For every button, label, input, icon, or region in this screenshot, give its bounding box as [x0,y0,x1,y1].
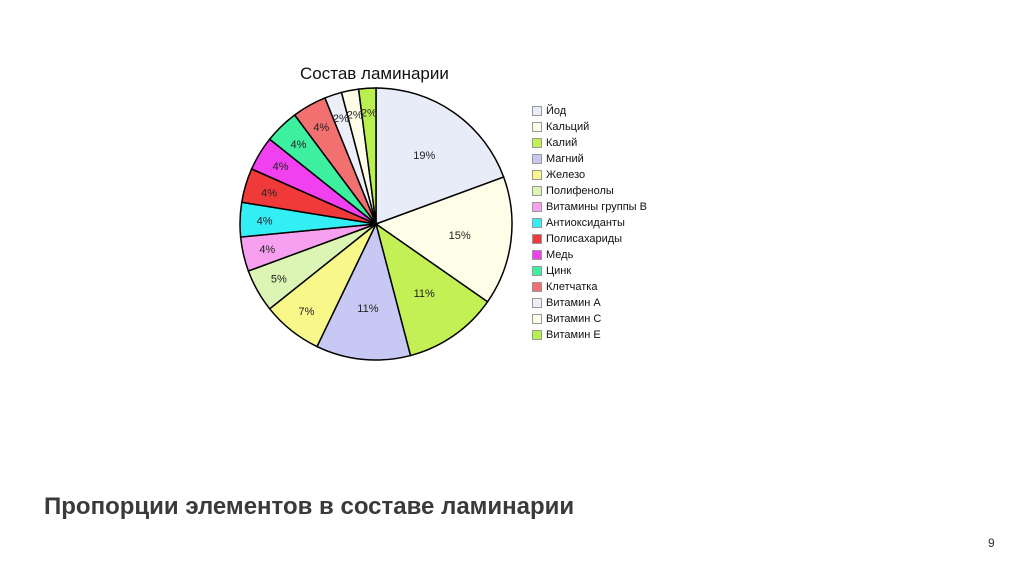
legend-swatch [532,154,542,164]
chart-area: 19% 15% 11% 11% 7% 5% 4% 4% 4% 4% 4% 4% 2% 2% 2% [230,58,690,378]
legend-label: Витамин С [546,313,602,325]
legend-swatch [532,106,542,116]
legend-swatch [532,202,542,212]
pie-slice-label: 19% [413,150,435,162]
legend-swatch [532,218,542,228]
legend-swatch [532,186,542,196]
legend-item: Йод [532,103,647,119]
legend-swatch [532,138,542,148]
pie-slice-label: 7% [299,306,315,318]
pie-slice-label: 11% [414,288,435,300]
pie-slice-label: 4% [257,215,273,227]
pie-slice [374,176,513,303]
legend-item: Витамин Е [532,327,647,343]
legend-item: Медь [532,247,647,263]
legend-swatch [532,266,542,276]
legend-swatch [532,314,542,324]
pie-slice-label: 4% [290,139,306,151]
legend-label: Кальций [546,121,590,133]
legend-label: Полисахариды [546,233,623,245]
pie-slice-label: 2% [361,108,377,120]
pie-slice [375,87,505,226]
pie-slice [374,222,489,357]
legend-swatch [532,234,542,244]
legend-label: Витамины группы В [546,201,647,213]
legend-label: Медь [546,249,574,261]
legend-swatch [532,122,542,132]
pie-slice-label: 5% [271,274,287,286]
legend-item: Полисахариды [532,231,647,247]
legend-label: Железо [546,169,586,181]
legend-item: Магний [532,151,647,167]
pie-slice-label: 4% [261,187,277,199]
legend-item: Полифенолы [532,183,647,199]
legend-label: Йод [546,105,567,117]
legend-item: Витамин С [532,311,647,327]
pie-slice-label: 4% [273,161,289,173]
legend-item: Клетчатка [532,279,647,295]
pie-slice [315,221,412,361]
legend-item: Цинк [532,263,647,279]
pie-slice-label: 11% [357,303,378,315]
legend-item: Витамин А [532,295,647,311]
legend-label: Витамин Е [546,329,601,341]
pie-slice-label: 4% [259,244,275,256]
legend-swatch [532,170,542,180]
pie-slice-label: 4% [313,122,329,134]
chart-title: Состав ламинарии [300,64,449,83]
legend-swatch [532,330,542,340]
slide-heading: Пропорции элементов в составе ламинарии [44,493,575,520]
legend-item: Калий [532,135,647,151]
legend-label: Клетчатка [546,281,598,293]
legend-label: Витамин А [546,297,601,309]
pie-slice-label: 15% [449,230,471,242]
legend-swatch [532,250,542,260]
legend-swatch [532,282,542,292]
pie-slice-label: 2% [347,110,363,122]
legend-label: Цинк [546,265,572,277]
pie-slice-label: 2% [333,113,349,125]
page-number: 9 [988,536,995,550]
legend-label: Магний [546,153,584,165]
legend-label: Антиоксиданты [546,217,625,229]
legend-item: Кальций [532,119,647,135]
legend-swatch [532,298,542,308]
legend-item: Железо [532,167,647,183]
legend-label: Полифенолы [546,185,614,197]
pie-chart: 19%15%11%11%7%5%4%4%4%4%4%4%2%2%2% [239,87,513,361]
legend-label: Калий [546,137,578,149]
legend-item: Витамины группы В [532,199,647,215]
pie-slice [357,87,377,225]
legend-item: Антиоксиданты [532,215,647,231]
chart-legend: Йод Кальций Калий Магний Железо Полифенолы Вит… [532,103,647,343]
